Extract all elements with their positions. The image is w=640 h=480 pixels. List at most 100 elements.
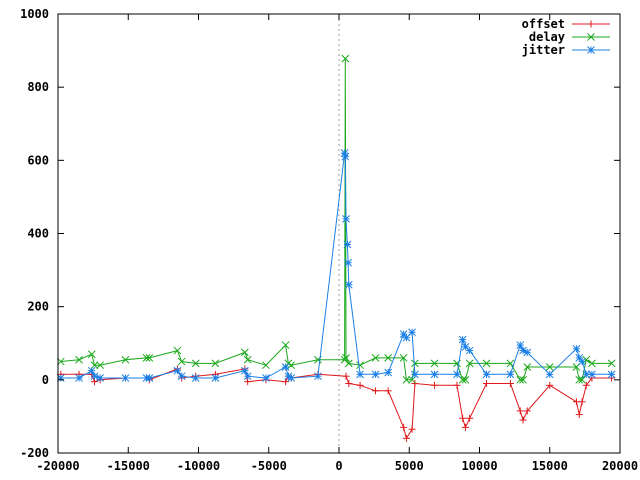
legend-label-offset: offset: [522, 17, 565, 31]
data-point-offset: [546, 381, 554, 389]
data-point-jitter: [281, 363, 290, 371]
data-point-delay: [173, 346, 182, 355]
x-tick-label: -15000: [107, 459, 150, 473]
data-point-delay: [607, 359, 616, 368]
data-point-jitter: [607, 370, 616, 379]
data-point-delay: [145, 354, 154, 362]
data-point-jitter: [506, 370, 515, 379]
data-point-jitter: [458, 335, 467, 344]
data-point-delay: [342, 354, 350, 362]
data-point-offset: [400, 423, 408, 431]
data-point-offset: [453, 381, 461, 389]
data-point-offset: [459, 414, 467, 422]
data-point-offset: [345, 379, 353, 387]
x-tick-label: -20000: [36, 459, 79, 473]
data-point-delay: [262, 361, 270, 370]
data-point-jitter: [453, 370, 461, 379]
data-point-delay: [356, 361, 364, 370]
data-point-jitter: [430, 370, 439, 379]
data-point-delay: [211, 359, 220, 368]
data-point-offset: [356, 381, 364, 389]
data-point-jitter: [191, 374, 200, 382]
data-point-delay: [287, 361, 296, 370]
data-point-delay: [461, 375, 470, 384]
data-point-jitter: [342, 215, 350, 223]
data-point-jitter: [371, 370, 380, 379]
data-point-delay: [545, 363, 554, 371]
data-point-jitter: [408, 328, 416, 337]
data-point-offset: [582, 381, 590, 389]
x-tick-label: -10000: [177, 459, 220, 473]
data-point-offset: [578, 398, 586, 406]
data-point-offset: [431, 381, 439, 389]
data-point-jitter: [173, 366, 182, 375]
data-point-jitter: [545, 370, 554, 379]
x-tick-label: 15000: [532, 459, 568, 473]
y-tick-label: 400: [27, 227, 49, 241]
data-point-delay: [344, 359, 353, 368]
data-point-offset: [483, 379, 491, 387]
data-point-delay: [341, 54, 350, 63]
data-point-delay: [411, 359, 419, 368]
legend-label-delay: delay: [529, 30, 565, 44]
data-point-delay: [575, 375, 584, 384]
data-point-delay: [96, 361, 105, 370]
data-point-delay: [121, 355, 130, 364]
data-point-jitter: [262, 374, 270, 382]
data-point-offset: [342, 372, 350, 380]
y-tick-label: 800: [27, 80, 49, 94]
data-point-delay: [281, 341, 290, 349]
data-point-offset: [402, 434, 410, 442]
y-tick-label: 0: [42, 373, 49, 387]
data-point-delay: [506, 359, 515, 368]
data-point-delay: [519, 375, 527, 384]
data-point-offset: [466, 414, 474, 422]
data-point-jitter: [523, 348, 532, 357]
legend-marker-delay: [587, 33, 595, 41]
data-point-offset: [411, 379, 419, 387]
data-point-offset: [372, 387, 380, 395]
data-point-jitter: [121, 374, 130, 382]
data-point-jitter: [572, 344, 581, 353]
data-point-jitter: [90, 372, 99, 381]
data-point-jitter: [314, 372, 322, 381]
data-point-jitter: [287, 374, 296, 382]
y-tick-label: -200: [20, 446, 49, 460]
data-point-delay: [191, 359, 200, 368]
y-tick-label: 200: [27, 300, 49, 314]
legend-label-jitter: jitter: [522, 43, 565, 57]
data-point-delay: [87, 350, 96, 359]
data-point-offset: [384, 387, 392, 395]
data-point-delay: [177, 357, 186, 366]
data-point-jitter: [243, 372, 252, 381]
data-point-offset: [516, 407, 524, 415]
data-point-delay: [399, 354, 408, 362]
legend-marker-offset: [587, 20, 595, 28]
data-point-delay: [578, 375, 586, 384]
data-point-offset: [519, 416, 527, 424]
data-point-offset: [408, 425, 416, 433]
series-jitter: [56, 149, 616, 382]
data-point-jitter: [578, 357, 586, 366]
data-point-delay: [142, 354, 151, 362]
data-point-offset: [575, 411, 583, 419]
data-point-jitter: [211, 374, 220, 382]
y-tick-label: 600: [27, 153, 49, 167]
data-point-delay: [243, 355, 252, 364]
data-point-jitter: [356, 370, 364, 379]
data-point-jitter: [177, 372, 186, 381]
data-point-delay: [430, 359, 439, 368]
data-point-jitter: [411, 370, 419, 379]
data-point-delay: [516, 375, 525, 384]
data-point-delay: [465, 359, 474, 368]
y-tick-label: 1000: [20, 7, 49, 21]
data-point-jitter: [465, 346, 474, 355]
x-tick-label: 10000: [461, 459, 497, 473]
series-delay: [56, 54, 616, 384]
data-point-jitter: [145, 374, 154, 382]
data-point-delay: [384, 354, 393, 362]
data-point-delay: [482, 359, 491, 368]
data-point-jitter: [343, 240, 352, 249]
